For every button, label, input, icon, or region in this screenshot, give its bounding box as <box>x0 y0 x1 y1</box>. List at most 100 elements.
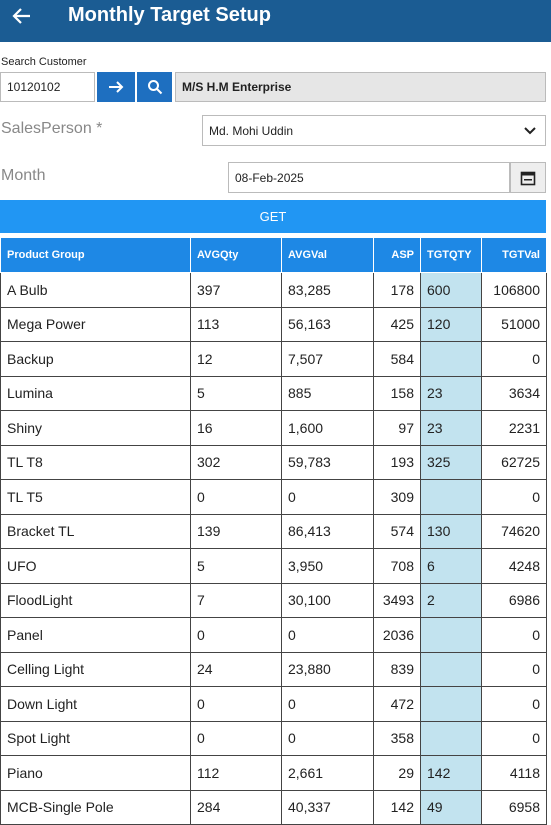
table-cell[interactable] <box>420 341 482 377</box>
table-cell: 56,163 <box>281 306 374 342</box>
table-cell: 574 <box>373 513 421 549</box>
table-cell[interactable] <box>420 720 482 756</box>
table-cell: 1,600 <box>281 410 374 446</box>
table-cell: Piano <box>0 755 191 791</box>
table-cell: 0 <box>281 686 374 722</box>
table-cell: 0 <box>281 720 374 756</box>
table-cell: 193 <box>373 444 421 480</box>
table-cell[interactable]: 2 <box>420 582 482 618</box>
column-header: AVGVal <box>281 237 374 273</box>
table-cell[interactable]: 325 <box>420 444 482 480</box>
table-cell: 178 <box>373 272 421 308</box>
table-cell: 0 <box>481 720 547 756</box>
table-cell: 7 <box>190 582 282 618</box>
table-cell[interactable]: 142 <box>420 755 482 791</box>
table-cell: 0 <box>190 479 282 515</box>
table-cell: MCB-Single Pole <box>0 789 191 825</box>
table-row: Panel 0 0 2036 0 <box>0 617 547 653</box>
table-cell: 0 <box>481 651 547 687</box>
table-cell: 358 <box>373 720 421 756</box>
salesperson-value: Md. Mohi Uddin <box>209 123 294 138</box>
table-cell[interactable] <box>420 479 482 515</box>
table-cell: TL T5 <box>0 479 191 515</box>
table-cell: 885 <box>281 375 374 411</box>
customer-code-input[interactable]: 10120102 <box>0 72 95 102</box>
table-cell: 0 <box>481 686 547 722</box>
table-cell: 6958 <box>481 789 547 825</box>
table-cell: 397 <box>190 272 282 308</box>
table-row: A Bulb 397 83,285 178 600 106800 <box>0 272 547 308</box>
go-button[interactable] <box>97 72 135 102</box>
table-cell[interactable] <box>420 686 482 722</box>
table-cell[interactable] <box>420 617 482 653</box>
table-cell: 0 <box>281 479 374 515</box>
table-cell: TL T8 <box>0 444 191 480</box>
column-header: AVGQty <box>190 237 282 273</box>
table-cell: 6986 <box>481 582 547 618</box>
table-cell[interactable] <box>420 651 482 687</box>
table-cell: 62725 <box>481 444 547 480</box>
table-cell[interactable]: 49 <box>420 789 482 825</box>
table-row: Shiny 16 1,600 97 23 2231 <box>0 410 547 446</box>
table-cell: 23,880 <box>281 651 374 687</box>
table-cell: 16 <box>190 410 282 446</box>
table-row: TL T5 0 0 309 0 <box>0 479 547 515</box>
table-cell[interactable]: 120 <box>420 306 482 342</box>
get-button[interactable]: GET <box>0 200 546 233</box>
table-cell: A Bulb <box>0 272 191 308</box>
table-cell: 112 <box>190 755 282 791</box>
table-row: Lumina 5 885 158 23 3634 <box>0 375 547 411</box>
search-label: Search Customer <box>1 56 87 68</box>
page-title: Monthly Target Setup <box>68 4 271 26</box>
table-cell: Shiny <box>0 410 191 446</box>
table-cell: FloodLight <box>0 582 191 618</box>
month-input[interactable]: 08-Feb-2025 <box>228 162 510 193</box>
customer-name: M/S H.M Enterprise <box>175 72 546 102</box>
table-cell: 51000 <box>481 306 547 342</box>
table-cell: 5 <box>190 375 282 411</box>
salesperson-select[interactable]: Md. Mohi Uddin <box>202 115 546 146</box>
table-cell: 584 <box>373 341 421 377</box>
dropdown-icon <box>524 127 536 135</box>
table-cell: 30,100 <box>281 582 374 618</box>
table-cell[interactable]: 23 <box>420 410 482 446</box>
table-cell: 139 <box>190 513 282 549</box>
table-cell: 7,507 <box>281 341 374 377</box>
table-cell: 40,337 <box>281 789 374 825</box>
table-cell[interactable]: 600 <box>420 272 482 308</box>
table-cell[interactable]: 23 <box>420 375 482 411</box>
table-row: Down Light 0 0 472 0 <box>0 686 547 722</box>
table-cell: 284 <box>190 789 282 825</box>
table-cell: Celling Light <box>0 651 191 687</box>
table-cell: Panel <box>0 617 191 653</box>
table-cell: 29 <box>373 755 421 791</box>
table-cell: 425 <box>373 306 421 342</box>
table-cell: 142 <box>373 789 421 825</box>
table-cell: 0 <box>190 720 282 756</box>
search-button[interactable] <box>137 72 172 102</box>
table-cell: 24 <box>190 651 282 687</box>
table-cell: Spot Light <box>0 720 191 756</box>
table-cell: 309 <box>373 479 421 515</box>
table-row: Piano 112 2,661 29 142 4118 <box>0 755 547 791</box>
table-cell: 0 <box>481 617 547 653</box>
table-row: Bracket TL 139 86,413 574 130 74620 <box>0 513 547 549</box>
column-header: TGTQTY <box>420 237 482 273</box>
calendar-button[interactable] <box>510 162 546 193</box>
table-cell[interactable]: 130 <box>420 513 482 549</box>
column-header: ASP <box>373 237 421 273</box>
table-cell: 0 <box>190 686 282 722</box>
table-cell: 3493 <box>373 582 421 618</box>
table-cell: Mega Power <box>0 306 191 342</box>
table-row: UFO 5 3,950 708 6 4248 <box>0 548 547 584</box>
column-header: Product Group <box>0 237 191 273</box>
table-header: Product Group AVGQty AVGVal ASP TGTQTY TGTVal <box>0 237 547 273</box>
target-table: Product Group AVGQty AVGVal ASP TGTQTY TGTVal… <box>0 237 547 825</box>
table-cell[interactable]: 6 <box>420 548 482 584</box>
back-button[interactable] <box>10 4 34 28</box>
table-cell: 2036 <box>373 617 421 653</box>
table-row: TL T8 302 59,783 193 325 62725 <box>0 444 547 480</box>
table-cell: 4118 <box>481 755 547 791</box>
table-cell: Lumina <box>0 375 191 411</box>
